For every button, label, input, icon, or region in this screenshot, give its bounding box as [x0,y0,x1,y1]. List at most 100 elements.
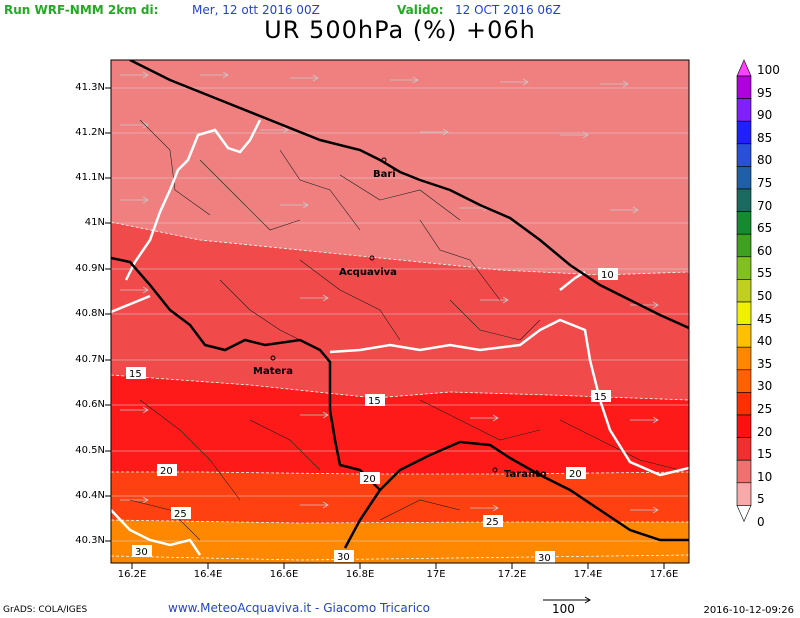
colorbar-label: 70 [757,198,773,213]
contour-labels: 10 15 15 15 20 20 20 25 25 30 30 30 [126,268,618,564]
band-20-25 [111,472,689,523]
x-tick: 16.4E [193,569,223,580]
colorbar-swatch [736,98,752,122]
valid-label: Valido: [397,3,444,17]
x-tick: 17.6E [649,569,679,580]
colorbar-label: 40 [757,334,773,349]
y-tick: 40.5N [75,445,105,456]
y-tick: 40.9N [75,263,105,274]
colorbar-label: 65 [757,221,773,236]
map-title: UR 500hPa (%) +06h [264,16,536,44]
colorbar-swatch [736,459,752,484]
contour-label-20: 20 [363,474,376,485]
band-15-20 [111,375,689,474]
colorbar-top-arrow [736,59,752,77]
x-tick: 16.8E [345,569,375,580]
colorbar-swatch [736,233,752,258]
run-date: Mer, 12 ott 2016 00Z [192,3,320,17]
valid-date: 12 OCT 2016 06Z [455,3,561,17]
colorbar-label: 60 [757,243,773,258]
y-tick: 41N [84,217,105,228]
contour-label-15: 15 [594,392,607,403]
y-tick: 40.6N [75,399,105,410]
y-tick: 41.3N [75,82,105,93]
x-tick: 17.4E [573,569,603,580]
band-10-15-dark [111,222,689,400]
colorbar-label: 5 [757,492,765,507]
contour-label-25: 25 [486,517,499,528]
colorbar-swatch [736,392,752,416]
render-timestamp: 2016-10-12-09:26 [703,605,794,616]
colorbar-label: 100 [757,63,780,77]
city-acquaviva: Acquaviva [339,267,397,278]
site-credit: www.MeteoAcquaviva.it - Giacomo Tricaric… [168,601,430,615]
city-bari: Bari [373,169,396,180]
colorbar-label: 35 [757,356,773,371]
colorbar-swatch [736,211,752,235]
contour-label-15: 15 [129,369,142,380]
colorbar-label: 20 [757,424,773,439]
colorbar-label: 80 [757,153,773,168]
colorbar-swatch [736,279,752,303]
colorbar [736,59,752,523]
x-tick: 17.2E [497,569,527,580]
colorbar-label: 50 [757,289,773,303]
municipal-boundaries [129,119,681,541]
colorbar-swatch [736,324,752,348]
colorbar-label: 85 [757,130,773,145]
colorbar-swatch [736,414,752,438]
colorbar-label: 90 [757,108,773,123]
colorbar-swatch [736,120,752,145]
contour-label-15: 15 [368,396,381,407]
humidity-field: 10 15 15 15 20 20 20 25 25 30 30 30 Bari… [111,60,689,564]
colorbar-label: 55 [757,266,773,281]
colorbar-swatch [736,346,752,371]
contour-label-10: 10 [601,270,614,281]
lat-lon-grid [111,87,689,542]
colorbar-label: 30 [757,379,773,394]
contour-label-25: 25 [174,509,187,520]
run-label: Run WRF-NMM 2km di: [4,3,159,17]
vector-reference-arrow [543,596,591,604]
colorbar-swatch [736,256,752,280]
grads-credit: GrADS: COLA/IGES [3,605,88,615]
colorbar-swatch [736,482,752,506]
colorbar-swatch [736,369,752,393]
y-tick: 41.2N [75,127,105,138]
vector-reference-label: 100 [552,602,575,616]
colorbar-swatch [736,188,752,212]
contour-label-20: 20 [160,466,173,477]
colorbar-swatch [736,75,752,99]
colorbar-label: 45 [757,311,773,326]
axis-ticks [105,87,665,569]
wind-vectors [120,71,659,514]
y-tick: 40.4N [75,490,105,501]
band-25-30 [111,520,689,563]
colorbar-label: 0 [757,515,765,529]
contour-label-30: 30 [538,553,551,564]
colorbar-bottom-arrow [736,505,752,523]
colorbar-label: 10 [757,469,773,484]
colorbar-swatch [736,143,752,167]
x-tick: 16.2E [117,569,147,580]
colorbar-label: 25 [757,402,773,416]
y-tick: 41.1N [75,172,105,183]
colorbar-label: 15 [757,447,773,462]
colorbar-swatch [736,166,752,190]
map-frame [110,59,690,564]
x-tick: 17E [426,569,446,580]
colorbar-swatch [736,301,752,325]
x-tick: 16.6E [269,569,299,580]
y-tick: 40.7N [75,354,105,365]
y-tick: 40.3N [75,535,105,546]
contour-label-30: 30 [135,547,148,558]
colorbar-label: 75 [757,176,773,190]
city-matera: Matera [253,366,293,377]
regional-boundaries [111,119,689,556]
colorbar-label: 95 [757,85,773,100]
city-taranto: Taranto [504,469,547,480]
colorbar-swatch [736,437,752,461]
place-labels: Bari Acquaviva Matera Taranto [253,157,547,480]
contour-label-20: 20 [569,469,582,480]
